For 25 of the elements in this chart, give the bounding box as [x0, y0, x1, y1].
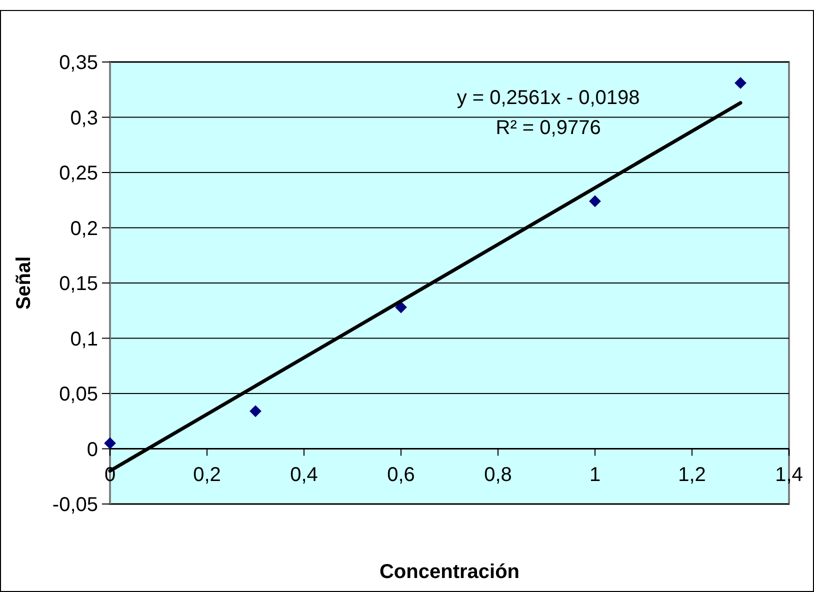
y-tick-label: -0,05 — [52, 494, 98, 516]
y-tick-label: 0,3 — [70, 107, 98, 130]
y-tick-label: 0 — [86, 438, 98, 461]
x-axis-title: Concentración — [379, 561, 520, 583]
x-tick-label: 0,8 — [484, 464, 512, 486]
y-tick-label: 0,25 — [59, 162, 98, 184]
y-tick-label: 0,2 — [70, 218, 98, 240]
y-tick-label: 0,05 — [59, 384, 98, 406]
x-tick-label: 1 — [589, 464, 601, 486]
x-tick-label: 0,6 — [387, 464, 415, 486]
y-tick-label: 0,15 — [59, 273, 98, 295]
x-tick-label: 1,4 — [775, 464, 803, 486]
y-tick-label: 0,35 — [59, 52, 98, 74]
x-tick-label: 1,2 — [678, 464, 706, 486]
y-tick-label: 0,1 — [70, 328, 98, 350]
annotation: y = 0,2561x - 0,0198 — [456, 87, 640, 109]
point — [734, 77, 746, 89]
point — [589, 195, 601, 208]
x-tick-label: 0,4 — [290, 464, 318, 486]
point — [250, 405, 262, 418]
y-axis-title: Señal — [13, 256, 35, 310]
point — [104, 437, 116, 450]
annotation: R² = 0,9776 — [496, 117, 601, 139]
point — [395, 301, 407, 314]
x-tick-label: 0,2 — [193, 464, 221, 486]
